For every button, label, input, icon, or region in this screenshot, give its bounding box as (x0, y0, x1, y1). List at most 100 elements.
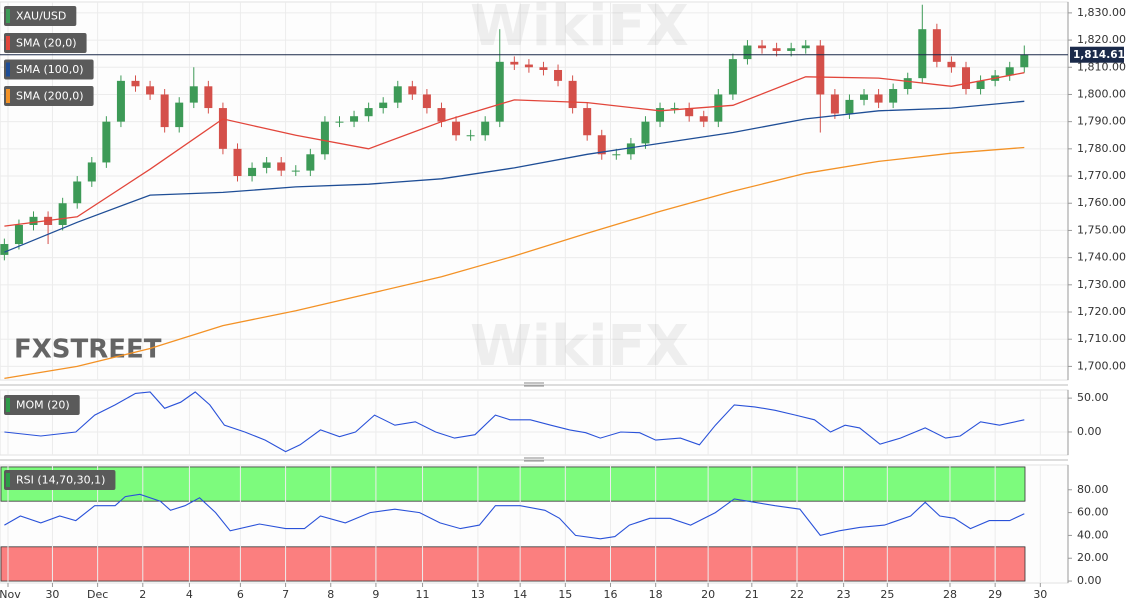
y-tick-label: 1,820.00 (1077, 33, 1126, 46)
candle-body (437, 108, 446, 122)
candle-body (189, 86, 198, 103)
legend-swatch (6, 62, 10, 77)
legend-box (4, 6, 77, 26)
x-tick-label: 30 (45, 588, 59, 601)
panel: 0.00 20.00 40.00 60.00 80.00 RSI (14,70,30,1) (0, 464, 1109, 587)
y-tick-label: 1,800.00 (1077, 87, 1126, 100)
y-tick-label: 1,750.00 (1077, 223, 1126, 236)
x-tick-label: 2 (139, 588, 146, 601)
x-tick-label: 11 (416, 588, 430, 601)
candle-body (379, 102, 388, 109)
candle-body (830, 94, 839, 114)
watermark: WikiFX (470, 314, 689, 379)
candle-body (73, 181, 82, 204)
x-tick-label: 28 (943, 588, 957, 601)
y-tick-label: 1,830.00 (1077, 6, 1126, 19)
band (0, 546, 1026, 582)
x-tick-label: 8 (327, 588, 334, 601)
x-tick-label: 21 (745, 588, 759, 601)
price-label-box (1070, 46, 1124, 63)
y-tick-label: 1,710.00 (1077, 332, 1126, 345)
legend-swatch (6, 9, 10, 23)
panel: 0.00 50.00 MOM (20) (0, 389, 1109, 456)
y-tick-label: 1,730.00 (1077, 278, 1126, 291)
indicator-line (4, 391, 1025, 453)
legend-swatch (6, 36, 10, 50)
candle-body (160, 94, 169, 128)
candle-body (175, 102, 184, 128)
y-tick-label: 50.00 (1077, 391, 1109, 404)
candle-body (393, 86, 402, 103)
candle-body (626, 143, 635, 155)
x-tick-label: 25 (880, 588, 894, 601)
candle-body (452, 121, 461, 136)
indicator-line (4, 493, 1025, 540)
candle-body (685, 108, 694, 117)
candle-body (699, 116, 708, 122)
candle-body (277, 162, 286, 171)
candle-body (350, 116, 359, 122)
x-tick-label: 22 (790, 588, 804, 601)
candle-body (612, 154, 621, 156)
candle-body (962, 67, 971, 90)
candle-body (466, 135, 475, 137)
candle-body (248, 167, 257, 177)
candle-body (422, 94, 431, 109)
x-tick-label: Nov (0, 588, 21, 601)
candle-body (714, 94, 723, 122)
y-tick-label: 60.00 (1077, 506, 1109, 519)
candle-body (583, 108, 592, 136)
band (0, 466, 1026, 502)
legend-label: SMA (20,0) (16, 37, 77, 50)
legend-item: SMA (100,0) (4, 59, 94, 80)
candle-body (554, 69, 563, 81)
legend-swatch (6, 398, 10, 412)
plot-area (0, 1, 1069, 381)
plot-area (0, 389, 1069, 456)
legend-label: MOM (20) (16, 399, 70, 412)
y-tick-label: 1,770.00 (1077, 169, 1126, 182)
candle-body (976, 80, 985, 90)
x-tick-label: 18 (649, 588, 663, 601)
candle-body (481, 121, 490, 136)
candle-body (656, 108, 665, 122)
legend-item: RSI (14,70,30,1) (4, 470, 116, 490)
candle-body (146, 86, 155, 95)
y-tick-label: 1,810.00 (1077, 60, 1126, 73)
candle-body (903, 78, 912, 90)
y-tick-label: 0.00 (1077, 425, 1102, 438)
candle-body (860, 94, 869, 100)
candle-body (874, 94, 883, 103)
candle-body (947, 61, 956, 68)
y-tick-label: 0.00 (1077, 574, 1102, 587)
y-tick-label: 1,700.00 (1077, 359, 1126, 372)
candle-body (918, 29, 927, 79)
candle-body (801, 45, 810, 49)
legend-label: SMA (200,0) (16, 90, 84, 103)
candle-body (102, 121, 111, 163)
x-tick-label: Dec (87, 588, 108, 601)
x-tick-label: 20 (701, 588, 715, 601)
sma-line (4, 146, 1025, 380)
candle-body (670, 108, 679, 110)
candle-body (218, 108, 227, 149)
candle-body (1020, 54, 1029, 68)
sma-line (4, 100, 1025, 253)
x-tick-label: 7 (282, 588, 289, 601)
y-tick-label: 1,780.00 (1077, 142, 1126, 155)
x-tick-label: 15 (558, 588, 572, 601)
candle-body (1005, 67, 1014, 76)
candle-body (320, 121, 329, 155)
y-tick-label: 1,740.00 (1077, 251, 1126, 264)
candle-body (889, 89, 898, 103)
candle-body (408, 86, 417, 95)
sma-line (4, 72, 1025, 227)
legend-box (4, 59, 94, 80)
candle-body (597, 135, 606, 155)
candle-body (495, 61, 504, 122)
y-tick-label: 80.00 (1077, 483, 1109, 496)
y-tick-label: 20.00 (1077, 551, 1109, 564)
price-label: 1,814.61 (1073, 49, 1125, 61)
candle-body (364, 108, 373, 117)
